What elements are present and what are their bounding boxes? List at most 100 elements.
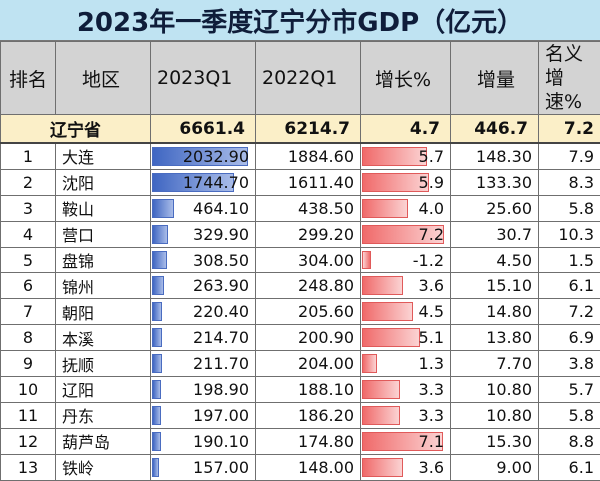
q2023-cell: 263.90 [151, 273, 256, 299]
increase-cell: 30.7 [451, 221, 539, 247]
q2023-value: 220.40 [151, 302, 255, 321]
growth-value: 7.1 [361, 432, 450, 451]
growth-value: 5.9 [361, 173, 450, 192]
rank-cell: 8 [1, 325, 56, 351]
province-row: 辽宁省 6661.4 6214.7 4.7 446.7 7.2 [1, 115, 600, 144]
growth-value: 4.5 [361, 302, 450, 321]
growth-cell: 3.6 [361, 273, 451, 299]
q2023-value: 211.70 [151, 354, 255, 373]
rank-cell: 9 [1, 351, 56, 377]
q2023-value: 308.50 [151, 251, 255, 270]
growth-cell: -1.2 [361, 247, 451, 273]
growth-value: 5.7 [361, 147, 450, 166]
growth-value: 4.0 [361, 199, 450, 218]
region-cell: 铁岭 [56, 454, 151, 480]
header-increase: 增量 [451, 42, 539, 115]
growth-cell: 1.3 [361, 351, 451, 377]
increase-cell: 15.10 [451, 273, 539, 299]
nominal-cell: 8.3 [539, 169, 600, 195]
growth-value: 3.6 [361, 276, 450, 295]
q2022-cell: 204.00 [256, 351, 361, 377]
nominal-cell: 5.8 [539, 402, 600, 428]
increase-cell: 13.80 [451, 325, 539, 351]
increase-cell: 25.60 [451, 195, 539, 221]
rank-cell: 3 [1, 195, 56, 221]
region-cell: 沈阳 [56, 169, 151, 195]
growth-cell: 3.3 [361, 402, 451, 428]
rank-cell: 10 [1, 377, 56, 403]
growth-cell: 5.1 [361, 325, 451, 351]
province-name: 辽宁省 [1, 115, 151, 144]
growth-cell: 3.3 [361, 377, 451, 403]
growth-value: 5.1 [361, 328, 450, 347]
increase-cell: 10.80 [451, 377, 539, 403]
nominal-cell: 3.8 [539, 351, 600, 377]
q2023-value: 329.90 [151, 225, 255, 244]
q2022-cell: 148.00 [256, 454, 361, 480]
growth-cell: 7.2 [361, 221, 451, 247]
region-cell: 大连 [56, 143, 151, 169]
q2023-value: 2032.90 [151, 147, 255, 166]
nominal-cell: 8.8 [539, 428, 600, 454]
q2022-cell: 188.10 [256, 377, 361, 403]
growth-cell: 5.7 [361, 143, 451, 169]
region-cell: 丹东 [56, 402, 151, 428]
province-nominal: 7.2 [539, 115, 600, 144]
nominal-cell: 6.9 [539, 325, 600, 351]
increase-cell: 9.00 [451, 454, 539, 480]
header-q2022: 2022Q1 [256, 42, 361, 115]
increase-cell: 133.30 [451, 169, 539, 195]
increase-cell: 15.30 [451, 428, 539, 454]
q2023-cell: 2032.90 [151, 143, 256, 169]
q2023-value: 1744.70 [151, 173, 255, 192]
header-q2023: 2023Q1 [151, 42, 256, 115]
region-cell: 葫芦岛 [56, 428, 151, 454]
rank-cell: 13 [1, 454, 56, 480]
rank-cell: 4 [1, 221, 56, 247]
nominal-cell: 1.5 [539, 247, 600, 273]
q2023-cell: 214.70 [151, 325, 256, 351]
q2023-value: 197.00 [151, 406, 255, 425]
q2022-cell: 304.00 [256, 247, 361, 273]
region-cell: 朝阳 [56, 299, 151, 325]
header-row: 排名 地区 2023Q1 2022Q1 增长% 增量 名义增速% [1, 42, 600, 115]
rank-cell: 5 [1, 247, 56, 273]
rank-cell: 7 [1, 299, 56, 325]
region-cell: 锦州 [56, 273, 151, 299]
nominal-cell: 10.3 [539, 221, 600, 247]
page: 2023年一季度辽宁分市GDP（亿元） 排名 地区 2023Q1 2022Q1 … [0, 0, 600, 471]
nominal-cell: 5.8 [539, 195, 600, 221]
growth-cell: 4.5 [361, 299, 451, 325]
q2022-cell: 174.80 [256, 428, 361, 454]
nominal-cell: 5.7 [539, 377, 600, 403]
province-q2023: 6661.4 [151, 115, 256, 144]
growth-value: 3.3 [361, 380, 450, 399]
nominal-cell: 6.1 [539, 273, 600, 299]
rank-cell: 11 [1, 402, 56, 428]
q2023-cell: 211.70 [151, 351, 256, 377]
growth-cell: 4.0 [361, 195, 451, 221]
header-growth: 增长% [361, 42, 451, 115]
province-growth: 4.7 [361, 115, 451, 144]
region-cell: 辽阳 [56, 377, 151, 403]
region-cell: 盘锦 [56, 247, 151, 273]
nominal-cell: 7.2 [539, 299, 600, 325]
growth-value: 7.2 [361, 225, 450, 244]
increase-cell: 7.70 [451, 351, 539, 377]
q2023-cell: 308.50 [151, 247, 256, 273]
q2022-cell: 186.20 [256, 402, 361, 428]
growth-cell: 5.9 [361, 169, 451, 195]
growth-cell: 3.6 [361, 454, 451, 480]
growth-value: 3.6 [361, 458, 450, 477]
region-cell: 抚顺 [56, 351, 151, 377]
q2023-cell: 220.40 [151, 299, 256, 325]
